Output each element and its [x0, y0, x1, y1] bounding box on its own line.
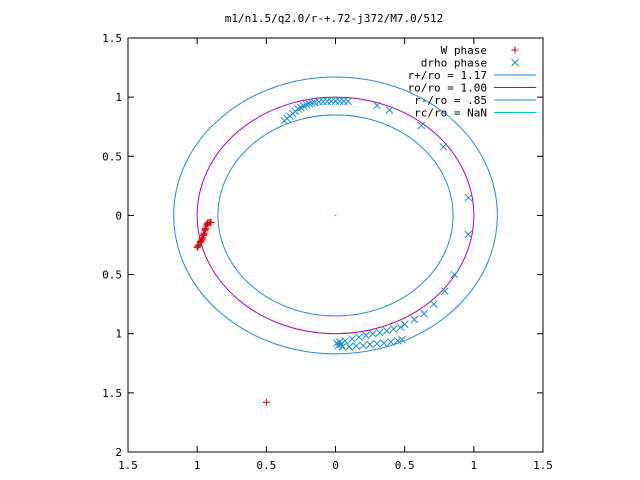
y-tick-label: 1.5 — [102, 387, 122, 400]
circle-curve — [217, 114, 454, 317]
y-tick-label: 0 — [115, 209, 122, 222]
axes-layer: 1.5 1 0.5 0 0.5 1 1.51.510.500.511.52 — [102, 32, 553, 472]
center-point — [334, 214, 337, 217]
data-point — [366, 340, 374, 349]
y-tick-label: 1 — [115, 328, 122, 341]
x-tick-label: 1 — [194, 459, 201, 472]
data-point — [420, 309, 428, 318]
legend-symbol — [511, 46, 519, 54]
data-point — [375, 328, 384, 337]
x-tick-label: 1.5 — [533, 459, 553, 472]
data-point — [338, 342, 347, 351]
data-point — [396, 323, 405, 332]
chart-title: m1/n1.5/q2.0/r-+.72-j372/M7.0/512 — [225, 12, 444, 25]
data-point — [398, 335, 406, 344]
data-point — [429, 300, 438, 308]
data-point — [200, 230, 208, 238]
data-point — [302, 100, 311, 109]
data-point — [373, 339, 381, 348]
data-point — [373, 101, 381, 110]
circle-curve — [196, 96, 475, 335]
data-point — [344, 97, 352, 106]
circle-curve — [173, 76, 498, 355]
data-point — [417, 121, 426, 130]
y-tick-label: 1 — [115, 91, 122, 104]
y-tick-label: 2 — [115, 446, 122, 459]
x-tick-label: 1 — [471, 459, 478, 472]
data-point — [198, 235, 206, 243]
data-point — [337, 340, 345, 349]
data-point — [450, 270, 459, 279]
data-point — [362, 331, 370, 340]
data-point — [352, 342, 361, 350]
data-point — [386, 338, 395, 346]
data-point — [464, 230, 473, 239]
data-point — [348, 335, 356, 343]
x-tick-label: 0.5 — [395, 459, 415, 472]
x-tick-label: 1.5 — [118, 459, 138, 472]
data-point — [355, 333, 363, 342]
legend-label: ro/ro = 1.00 — [408, 82, 487, 95]
data-point — [262, 398, 270, 406]
legend-label: rc/ro = NaN — [414, 107, 487, 120]
y-tick-label: 1.5 — [102, 32, 122, 45]
data-point — [345, 342, 354, 351]
data-point — [368, 329, 377, 338]
data-point — [359, 341, 368, 350]
data-point — [410, 315, 419, 324]
data-point — [440, 287, 449, 295]
data-point — [380, 339, 388, 348]
legend-label: r-/ro = .85 — [414, 94, 487, 107]
circle-layer — [173, 76, 498, 355]
data-point — [308, 99, 316, 107]
data-point — [389, 325, 398, 333]
x-tick-label: 0.5 — [256, 459, 276, 472]
legend-label: drho phase — [421, 57, 487, 70]
data-point — [331, 97, 340, 106]
x-tick-label: 0 — [332, 459, 339, 472]
data-point — [464, 193, 473, 202]
data-point — [400, 320, 409, 329]
data-point — [382, 326, 391, 335]
y-tick-label: 0.5 — [102, 150, 122, 163]
legend-label: r+/ro = 1.17 — [408, 69, 487, 82]
y-tick-label: 0.5 — [102, 269, 122, 282]
data-point — [194, 242, 202, 250]
data-point — [385, 106, 394, 115]
points-layer — [193, 97, 473, 406]
data-point — [207, 219, 215, 227]
data-point — [294, 105, 303, 113]
data-point — [202, 222, 210, 230]
data-point — [299, 102, 308, 110]
legend-symbol — [511, 58, 519, 67]
data-point — [201, 226, 209, 234]
legend-label: W phase — [441, 44, 487, 57]
data-point — [439, 142, 448, 151]
